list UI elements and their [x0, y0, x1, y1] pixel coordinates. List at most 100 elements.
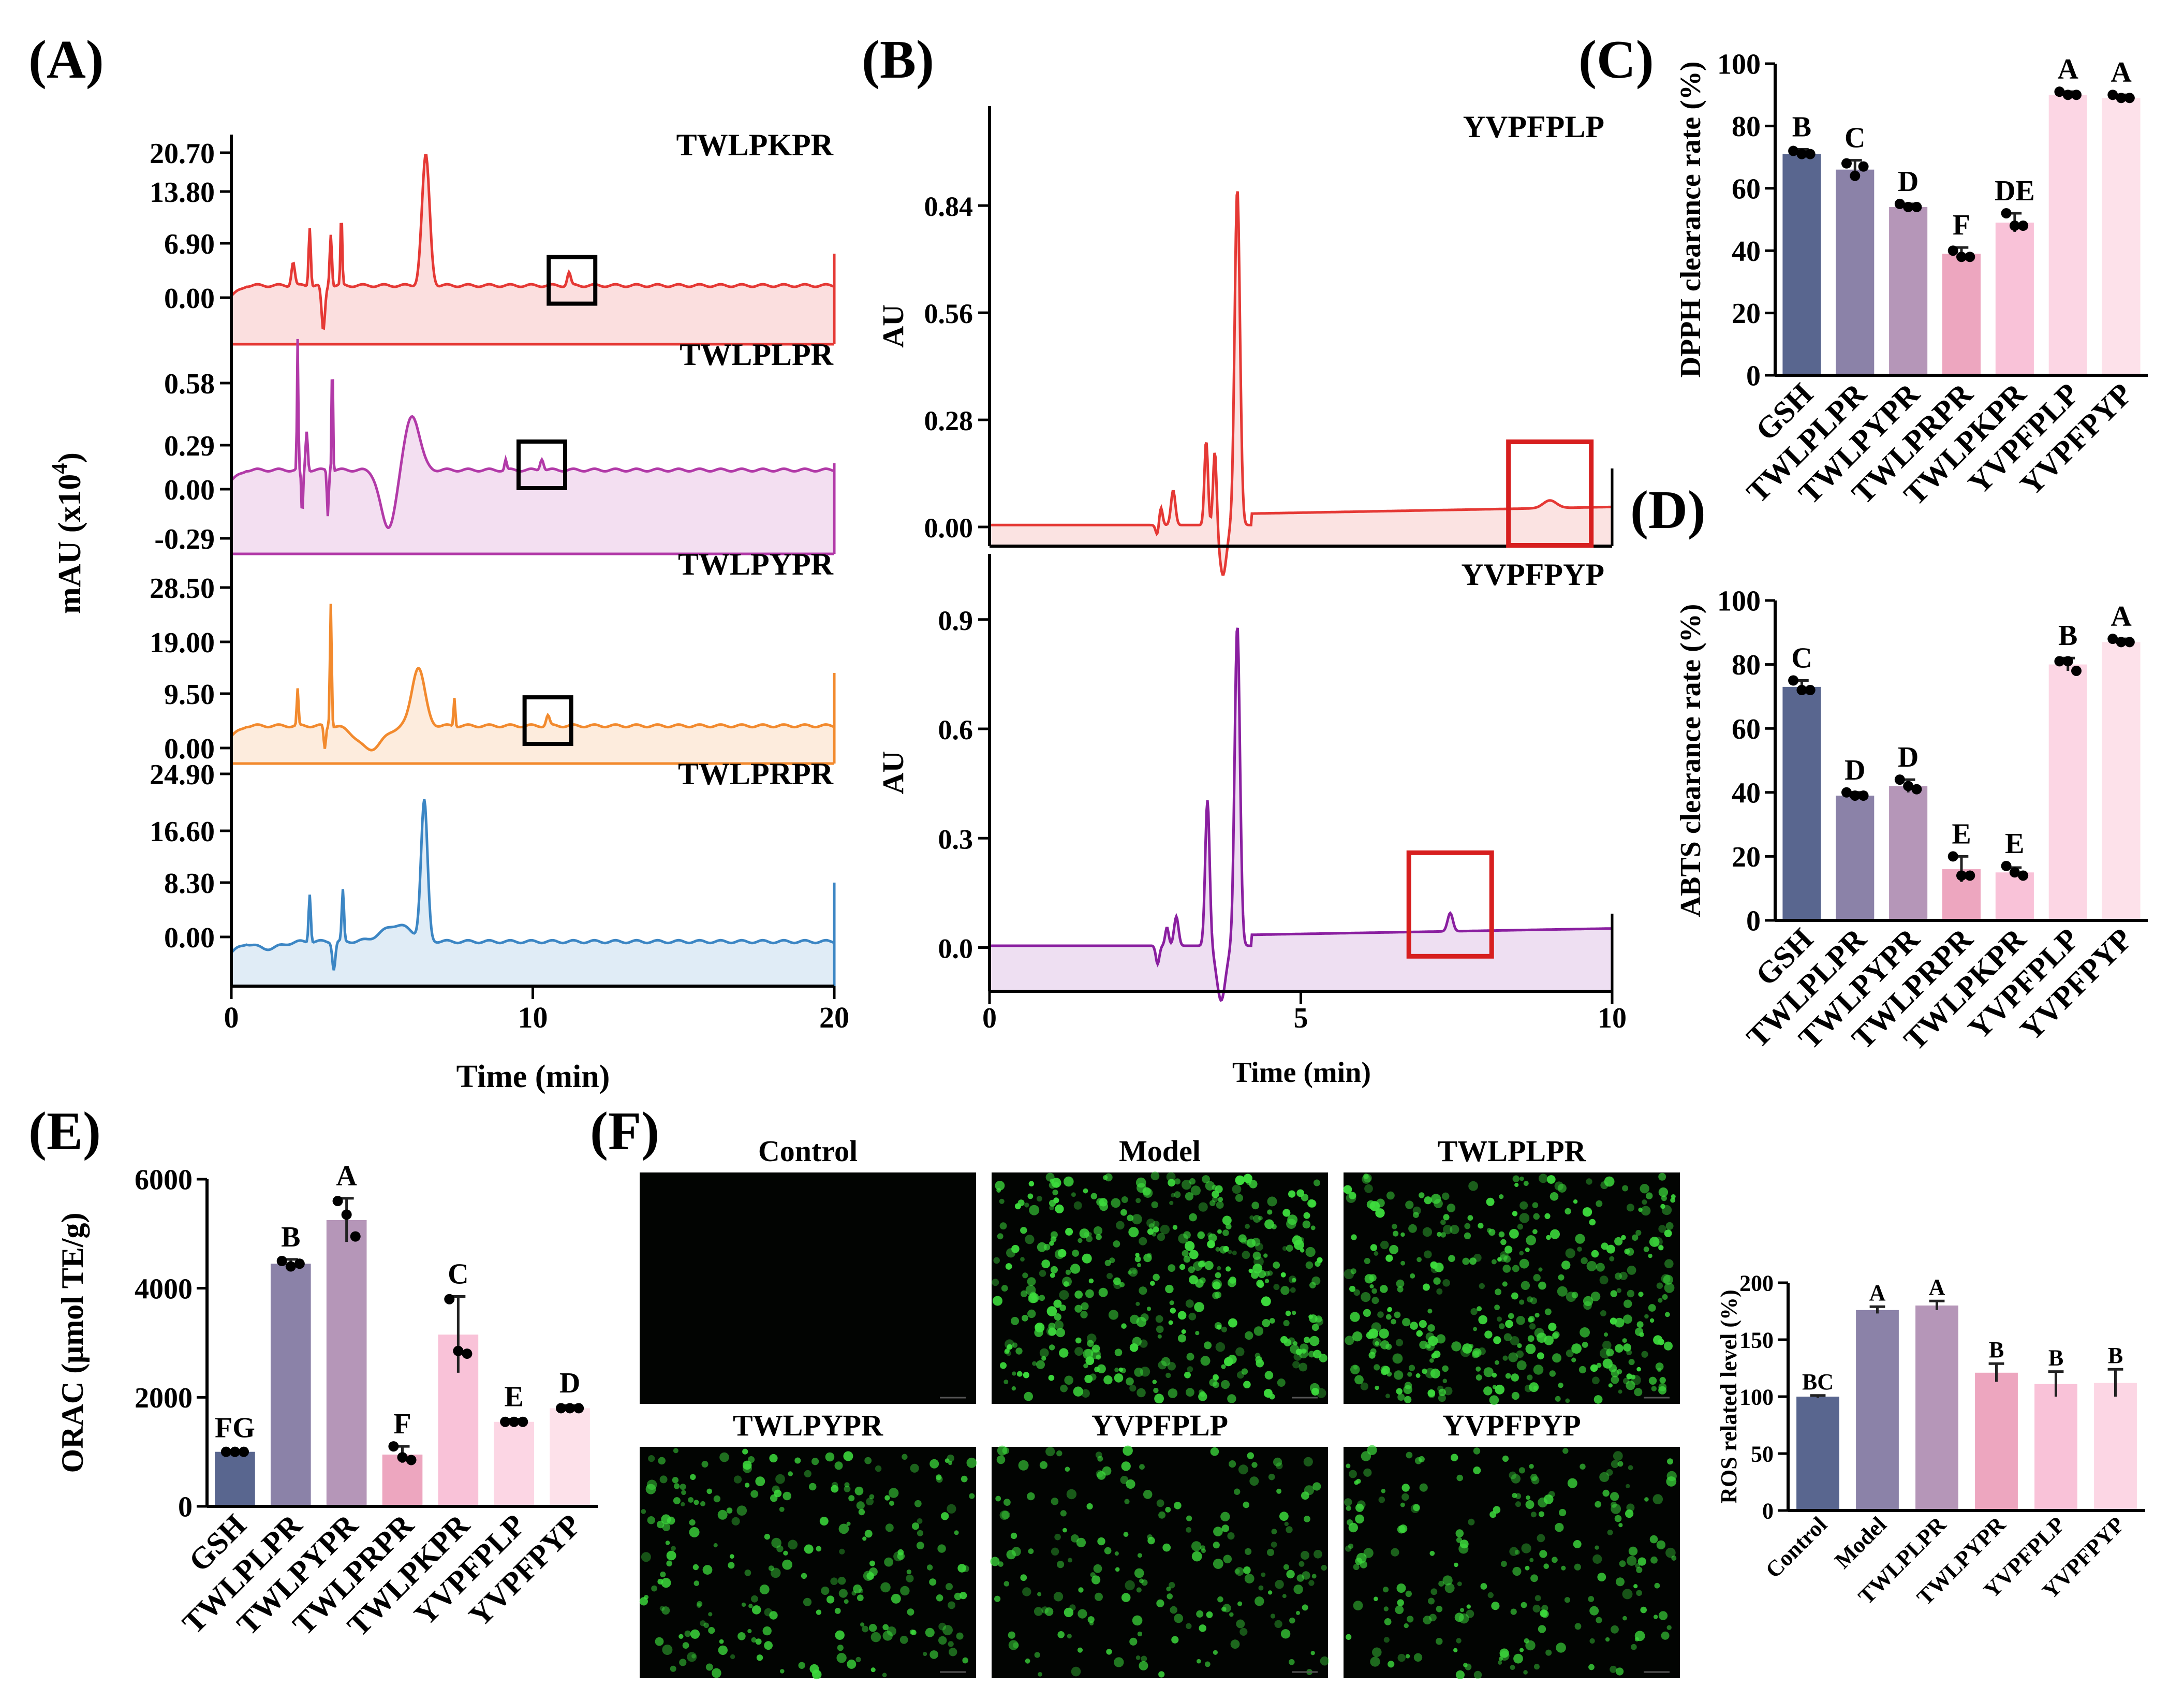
panel-f-cell: [1627, 1556, 1637, 1566]
panel-f-cell: [764, 1608, 773, 1617]
panel-f-cell: [1664, 1229, 1672, 1238]
panel-f-cell: [1600, 1310, 1606, 1316]
panel-f-cell: [1106, 1273, 1113, 1279]
panel-f-cell: [1556, 1643, 1566, 1653]
panel-f-cell: [647, 1516, 656, 1524]
panel-f-cell: [1537, 1352, 1544, 1360]
panel-f-cell: [1604, 1176, 1615, 1187]
panel-f-cell: [1442, 1365, 1449, 1372]
panel-f-cell: [1243, 1174, 1253, 1183]
panel-f-cell: [1590, 1364, 1598, 1372]
panel-f-cell: [1581, 1257, 1588, 1265]
panel-f-cell: [1230, 1639, 1240, 1649]
panel-f-cell: [1394, 1370, 1404, 1380]
panel-f-cell: [1251, 1271, 1259, 1279]
panel-a-y-tick-label: 13.80: [150, 177, 215, 209]
panel-f-cell: [1385, 1394, 1390, 1399]
panel-f-image-background: [640, 1447, 976, 1678]
panel-f-cell: [1492, 1385, 1497, 1389]
panel-f-cell: [1307, 1199, 1316, 1208]
panel-f-y-tick-label: 0: [1762, 1498, 1774, 1523]
panel-f-cell: [1366, 1200, 1375, 1209]
panel-f-cell: [1503, 1255, 1511, 1263]
panel-f-image-title: YVPFPLP: [1091, 1409, 1228, 1442]
panel-f-cell: [869, 1494, 875, 1500]
panel-f-cell: [1575, 1234, 1585, 1244]
panel-f-cell: [1419, 1483, 1428, 1492]
panel-f-cell: [1001, 1511, 1010, 1519]
panel-f-cell: [1308, 1351, 1315, 1358]
panel-f-cell: [1091, 1575, 1101, 1585]
panel-f-cell: [1586, 1260, 1597, 1271]
panel-f-cell: [1197, 1659, 1201, 1664]
panel-d-y-tick-label: 80: [1732, 649, 1761, 681]
panel-d-data-point: [1850, 790, 1861, 801]
panel-f-cell: [1136, 1316, 1147, 1327]
panel-f-cell: [744, 1570, 751, 1576]
panel-f-cell: [1124, 1499, 1130, 1504]
panel-e-data-point: [462, 1348, 473, 1359]
panel-f-cell: [1286, 1570, 1295, 1579]
panel-f-cell: [1347, 1519, 1353, 1526]
panel-f-cell: [1121, 1593, 1131, 1602]
panel-f-cell: [1529, 1323, 1536, 1330]
panel-d-bar: [1889, 786, 1928, 920]
panel-f-cell: [1502, 1355, 1508, 1361]
panel-f-cell: [1518, 1467, 1525, 1474]
panel-f-cell: [662, 1523, 671, 1531]
panel-b-y-label: AU: [876, 304, 910, 348]
panel-c-data-point: [2018, 221, 2029, 231]
panel-f-cell: [917, 1518, 923, 1524]
panel-f-cell: [1170, 1308, 1176, 1314]
panel-f-cell: [1649, 1237, 1660, 1247]
panel-f-cell: [838, 1589, 848, 1598]
panel-f-cell: [1113, 1280, 1122, 1289]
panel-b-y-tick-label: 0.6: [938, 714, 973, 745]
panel-f-cell: [1636, 1566, 1643, 1573]
panel-f-cell: [693, 1580, 700, 1586]
panel-f-cell: [1235, 1347, 1245, 1357]
panel-f-cell: [1457, 1581, 1462, 1587]
panel-f-cell: [751, 1605, 761, 1615]
panel-f-cell: [1410, 1273, 1415, 1279]
panel-f-cell: [1591, 1250, 1599, 1258]
panel-f-cell: [1442, 1379, 1448, 1383]
panel-a-y-label: mAU (x104): [48, 452, 87, 614]
panel-f-cell: [1611, 1501, 1617, 1508]
panel-a-trace-line: [230, 799, 835, 971]
panel-f-cell: [1644, 1497, 1649, 1502]
panel-f-cell: [731, 1517, 740, 1526]
panel-f-cell: [1650, 1556, 1658, 1564]
panel-f-cell: [1078, 1609, 1087, 1619]
panel-f-cell: [1132, 1615, 1143, 1626]
panel-f-cell: [1544, 1213, 1551, 1219]
panel-f-cell: [1532, 1202, 1539, 1208]
panel-f-cell: [779, 1506, 785, 1512]
panel-f-bar: [2094, 1383, 2137, 1511]
panel-f-cell: [1238, 1464, 1248, 1475]
panel-f-cell: [1453, 1648, 1458, 1653]
panel-f-cell: [1599, 1472, 1610, 1482]
panel-f-cell: [688, 1497, 694, 1503]
panel-f-cell: [1606, 1244, 1615, 1254]
panel-f-cell: [641, 1552, 651, 1562]
panel-f-cell: [1350, 1365, 1360, 1374]
panel-f-cell: [1371, 1297, 1379, 1304]
panel-f-cell: [1660, 1204, 1665, 1209]
panel-f-cell: [1424, 1196, 1432, 1205]
panel-b-strip-1: YVPFPLP AU 0.84 0.56 0.28 0.00: [876, 106, 1614, 576]
panel-f-cell: [1074, 1347, 1084, 1356]
panel-f-cell: [1349, 1285, 1355, 1292]
panel-f-cell: [689, 1519, 696, 1526]
panel-f-cell: [1150, 1281, 1155, 1286]
panel-f-cell: [1512, 1175, 1519, 1182]
panel-f-cell: [1039, 1348, 1049, 1358]
panel-f-cell: [1652, 1237, 1663, 1247]
panel-f-cell: [1380, 1285, 1388, 1293]
panel-f-cell: [1242, 1251, 1250, 1259]
panel-f-cell: [1123, 1445, 1133, 1456]
panel-d-y-tick-label: 0: [1746, 905, 1761, 937]
panel-f-cell: [1039, 1295, 1045, 1301]
panel-f-cell: [1141, 1655, 1147, 1662]
panel-f-cell: [1582, 1207, 1592, 1217]
